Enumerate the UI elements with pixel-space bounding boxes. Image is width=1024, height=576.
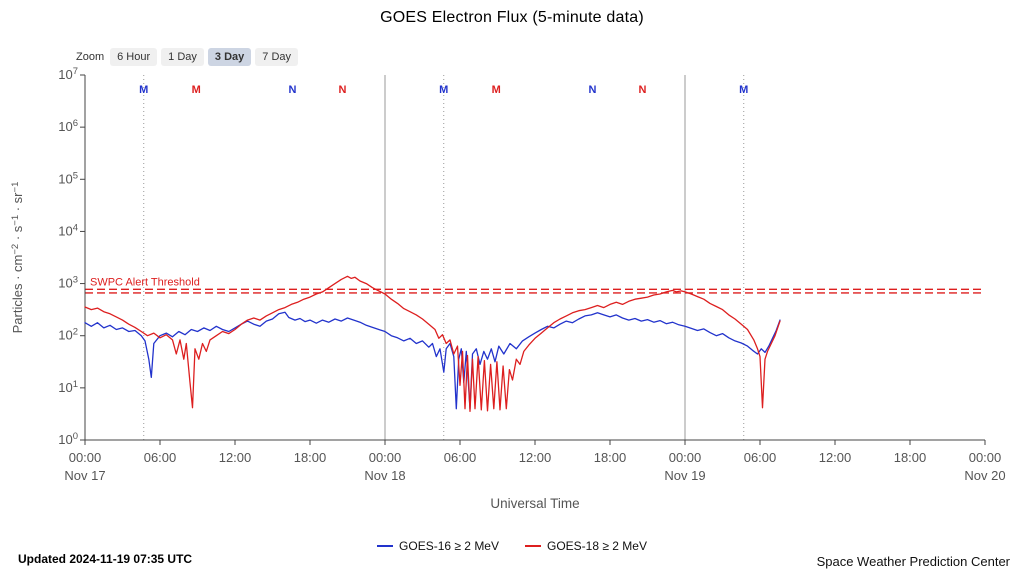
svg-text:Nov 18: Nov 18	[364, 468, 405, 483]
svg-text:00:00: 00:00	[369, 450, 402, 465]
legend-label-goes16: GOES-16 ≥ 2 MeV	[399, 539, 499, 553]
zoom-6hour-button[interactable]: 6 Hour	[110, 48, 158, 66]
goes18-line-swatch	[525, 545, 541, 547]
svg-text:06:00: 06:00	[744, 450, 777, 465]
svg-text:18:00: 18:00	[294, 450, 327, 465]
svg-text:N: N	[639, 84, 647, 96]
goes16-line-swatch	[377, 545, 394, 547]
svg-text:M: M	[439, 84, 448, 96]
legend-item-goes18[interactable]: GOES-18 ≥ 2 MeV	[525, 539, 647, 553]
svg-text:00:00: 00:00	[669, 450, 702, 465]
chart-legend: GOES-16 ≥ 2 MeV GOES-18 ≥ 2 MeV	[0, 539, 1024, 553]
zoom-7day-button[interactable]: 7 Day	[255, 48, 299, 66]
svg-text:12:00: 12:00	[519, 450, 552, 465]
svg-text:06:00: 06:00	[144, 450, 177, 465]
svg-text:Particles · cm−2 · s−1 · sr−1: Particles · cm−2 · s−1 · sr−1	[10, 182, 25, 334]
svg-text:06:00: 06:00	[444, 450, 477, 465]
zoom-1day-button[interactable]: 1 Day	[161, 48, 204, 66]
svg-text:00:00: 00:00	[69, 450, 102, 465]
svg-text:M: M	[192, 84, 201, 96]
svg-text:100: 100	[58, 431, 78, 447]
svg-text:18:00: 18:00	[594, 450, 627, 465]
svg-text:SWPC Alert Threshold: SWPC Alert Threshold	[90, 276, 200, 288]
svg-text:Nov 17: Nov 17	[64, 468, 105, 483]
svg-text:Nov 20: Nov 20	[964, 468, 1005, 483]
svg-text:103: 103	[58, 275, 78, 291]
chart-title: GOES Electron Flux (5-minute data)	[380, 9, 644, 26]
svg-text:12:00: 12:00	[219, 450, 252, 465]
svg-text:Universal Time: Universal Time	[490, 496, 579, 511]
svg-text:00:00: 00:00	[969, 450, 1002, 465]
zoom-3day-button[interactable]: 3 Day	[207, 48, 252, 66]
zoom-label: Zoom	[76, 51, 105, 63]
legend-item-goes16[interactable]: GOES-16 ≥ 2 MeV	[377, 539, 499, 553]
svg-text:M: M	[739, 84, 748, 96]
svg-text:Nov 19: Nov 19	[664, 468, 705, 483]
zoom-range-selector: Zoom 6 Hour 1 Day 3 Day 7 Day	[76, 48, 299, 66]
source-attribution: Space Weather Prediction Center	[816, 554, 1010, 569]
svg-text:104: 104	[58, 222, 78, 238]
svg-text:N: N	[589, 84, 597, 96]
svg-text:12:00: 12:00	[819, 450, 852, 465]
svg-text:18:00: 18:00	[894, 450, 927, 465]
svg-text:101: 101	[58, 379, 78, 395]
svg-text:102: 102	[58, 327, 78, 343]
svg-text:M: M	[492, 84, 501, 96]
svg-text:105: 105	[58, 170, 78, 186]
legend-label-goes18: GOES-18 ≥ 2 MeV	[547, 539, 647, 553]
svg-text:N: N	[339, 84, 347, 96]
svg-text:106: 106	[58, 118, 78, 134]
svg-text:107: 107	[58, 66, 78, 82]
svg-text:M: M	[139, 84, 148, 96]
updated-timestamp: Updated 2024-11-19 07:35 UTC	[18, 552, 193, 566]
svg-text:N: N	[289, 84, 297, 96]
